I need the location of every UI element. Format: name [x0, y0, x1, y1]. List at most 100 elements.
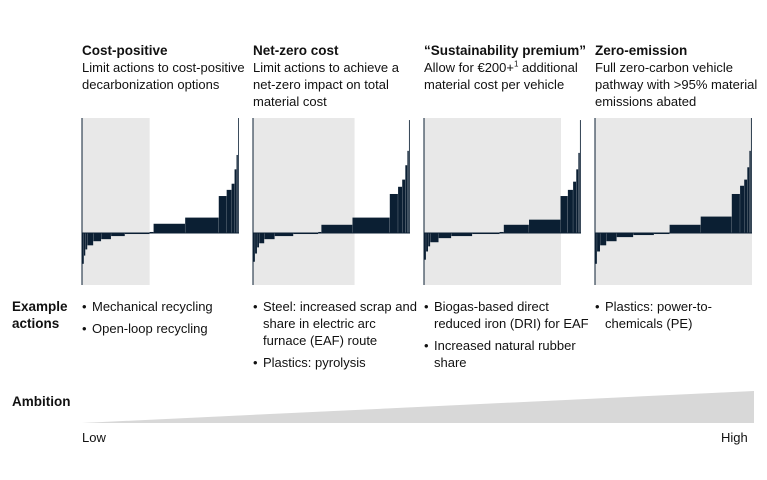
shaded-region: [424, 118, 561, 285]
cost-curve-bar: [389, 193, 398, 233]
cost-curve-bar: [499, 231, 504, 233]
example-action-item: Plastics: power-to-chemicals (PE): [595, 298, 760, 332]
cost-curve-bar: [567, 189, 573, 233]
panel-header-zero-emission: Zero-emission Full zero-carbon vehicle p…: [595, 42, 763, 110]
ambition-high-label: High: [721, 430, 748, 445]
cost-curve-bar: [352, 217, 390, 233]
panel-header-sustainability-premium: “Sustainability premium” Allow for €200+…: [424, 42, 592, 93]
cost-curve-bar: [747, 167, 750, 233]
cost-curve-bar: [616, 233, 634, 238]
cost-curve-bar: [573, 181, 577, 233]
cost-curve-bar: [750, 118, 752, 233]
cost-curve-bar: [669, 224, 701, 233]
example-actions-list: Biogas-based direct reduced iron (DRI) f…: [424, 298, 589, 376]
cost-curve-bar: [274, 233, 294, 237]
example-actions-list: Steel: increased scrap and share in elec…: [253, 298, 418, 376]
cost-curve-bar: [87, 233, 94, 246]
cost-curve-bar: [149, 231, 154, 233]
example-actions-list: Mechanical recycling Open-loop recycling: [82, 298, 247, 342]
cost-curve-bar: [93, 233, 102, 242]
shaded-region: [253, 118, 355, 285]
cost-curve-bar: [731, 193, 740, 233]
panel-header-net-zero-cost: Net-zero cost Limit actions to achieve a…: [253, 42, 421, 110]
cost-curve-bar: [111, 233, 125, 237]
example-action-item: Open-loop recycling: [82, 320, 247, 337]
cost-curve-bar: [405, 165, 408, 233]
panel-header-cost-positive: Cost-positive Limit actions to cost-posi…: [82, 42, 250, 93]
cost-curve-bar: [576, 169, 579, 233]
cost-curve-bar: [579, 120, 581, 233]
example-action-item: Increased natural rubber share: [424, 337, 589, 371]
example-actions-list: Plastics: power-to-chemicals (PE): [595, 298, 760, 337]
cost-curve-bar: [560, 196, 568, 233]
cost-curve-bar: [654, 233, 670, 235]
cost-curve-bar: [740, 185, 745, 233]
cost-curve-bar: [428, 233, 431, 247]
marginal-cost-curves: [81, 118, 752, 285]
ambition-gradient-wedge: [82, 391, 754, 423]
cost-curve-bar: [82, 233, 84, 264]
cost-curve-bar: [101, 233, 111, 240]
cost-curve-bar: [85, 233, 88, 250]
shaded-region: [82, 118, 150, 285]
cost-curve-bar: [529, 219, 561, 233]
cost-curve-bar: [293, 233, 319, 235]
cost-curve-bar: [218, 196, 227, 233]
cost-curve-bar: [318, 231, 322, 233]
cost-curve-bar: [321, 224, 353, 233]
panel-title: “Sustainability premium”: [424, 43, 587, 58]
cost-curve-bar: [231, 183, 235, 233]
cost-curve-bar: [606, 233, 617, 242]
cost-curve-bar: [426, 233, 429, 252]
cost-curve-bar: [398, 186, 403, 233]
example-actions-label: Example actions: [12, 299, 68, 331]
example-action-item: Mechanical recycling: [82, 298, 247, 315]
footnote-marker: 1: [513, 59, 519, 69]
cost-curve-bar: [595, 233, 597, 264]
cost-curve-bar: [83, 233, 86, 256]
cost-curve-bar: [255, 233, 257, 254]
cost-curve-bar: [402, 179, 406, 233]
panel-title: Zero-emission: [595, 43, 688, 58]
panel-title: Cost-positive: [82, 43, 168, 58]
cost-curve-bar: [253, 233, 255, 262]
panel-title: Net-zero cost: [253, 43, 339, 58]
panel-description: Limit actions to achieve a net-zero impa…: [253, 60, 399, 109]
cost-curve-bar: [407, 150, 409, 233]
cost-curve-bar: [226, 189, 232, 233]
example-action-item: Biogas-based direct reduced iron (DRI) f…: [424, 298, 589, 332]
cost-curve-bar: [424, 233, 426, 260]
cost-curve-bar: [600, 233, 607, 246]
cost-curve-bar: [503, 224, 529, 233]
panel-description-text: Allow for €200+1 additional material cos…: [424, 59, 578, 92]
cost-curve-bar: [597, 233, 600, 252]
panel-description: Allow for €200+1 additional material cos…: [424, 59, 592, 93]
cost-curve-bar: [744, 179, 748, 233]
ambition-label: Ambition: [12, 394, 71, 409]
example-action-item: Steel: increased scrap and share in elec…: [253, 298, 418, 349]
cost-curve-bar: [259, 233, 265, 244]
cost-curve-bar: [700, 216, 732, 233]
cost-curve-bar: [749, 150, 751, 233]
cost-curve-bar: [238, 118, 239, 233]
cost-curve-bar: [124, 233, 150, 235]
cost-curve-bar: [236, 154, 238, 233]
cost-curve-bar: [430, 233, 439, 243]
cost-curve-bar: [472, 233, 500, 235]
cost-curve-bar: [153, 223, 185, 233]
cost-curve-bar: [633, 233, 654, 236]
shaded-region: [595, 118, 752, 285]
cost-curve-bar: [234, 169, 237, 233]
cost-curve-bar: [438, 233, 452, 239]
cost-curve-bar: [408, 120, 410, 233]
cost-curve-bar: [264, 233, 275, 240]
cost-curve-bar: [257, 233, 260, 248]
example-action-item: Plastics: pyrolysis: [253, 354, 418, 371]
ambition-wedge: [82, 391, 754, 423]
ambition-low-label: Low: [82, 430, 106, 445]
panel-description: Full zero-carbon vehicle pathway with >9…: [595, 60, 758, 109]
panel-description: Limit actions to cost-positive decarboni…: [82, 60, 245, 92]
cost-curve-bar: [185, 217, 219, 233]
cost-curve-bar: [578, 152, 580, 233]
cost-curve-bar: [451, 233, 473, 237]
